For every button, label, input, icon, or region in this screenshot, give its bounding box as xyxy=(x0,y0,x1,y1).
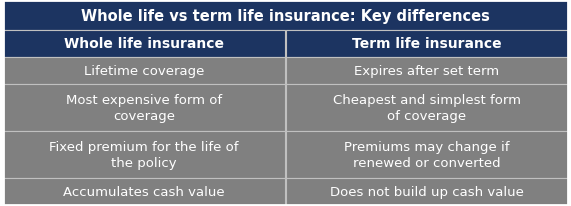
Bar xyxy=(3,85,286,131)
Text: Accumulates cash value: Accumulates cash value xyxy=(63,185,225,198)
Text: Lifetime coverage: Lifetime coverage xyxy=(84,65,204,78)
Bar xyxy=(286,131,568,178)
Text: Does not build up cash value: Does not build up cash value xyxy=(330,185,524,198)
Bar xyxy=(286,178,568,205)
Bar xyxy=(3,131,286,178)
Text: Cheapest and simplest form
of coverage: Cheapest and simplest form of coverage xyxy=(333,94,521,122)
Text: Most expensive form of
coverage: Most expensive form of coverage xyxy=(66,94,222,122)
Text: Whole life insurance: Whole life insurance xyxy=(64,37,224,51)
Text: Term life insurance: Term life insurance xyxy=(352,37,502,51)
Bar xyxy=(3,1,568,31)
Bar xyxy=(3,178,286,205)
Bar xyxy=(286,58,568,85)
Text: Expires after set term: Expires after set term xyxy=(355,65,500,78)
Bar xyxy=(286,85,568,131)
Bar xyxy=(3,58,286,85)
Text: Fixed premium for the life of
the policy: Fixed premium for the life of the policy xyxy=(49,140,239,169)
Bar xyxy=(286,31,568,58)
Text: Premiums may change if
renewed or converted: Premiums may change if renewed or conver… xyxy=(344,140,510,169)
Text: Whole life vs term life insurance: Key differences: Whole life vs term life insurance: Key d… xyxy=(81,8,490,23)
Bar xyxy=(3,31,286,58)
